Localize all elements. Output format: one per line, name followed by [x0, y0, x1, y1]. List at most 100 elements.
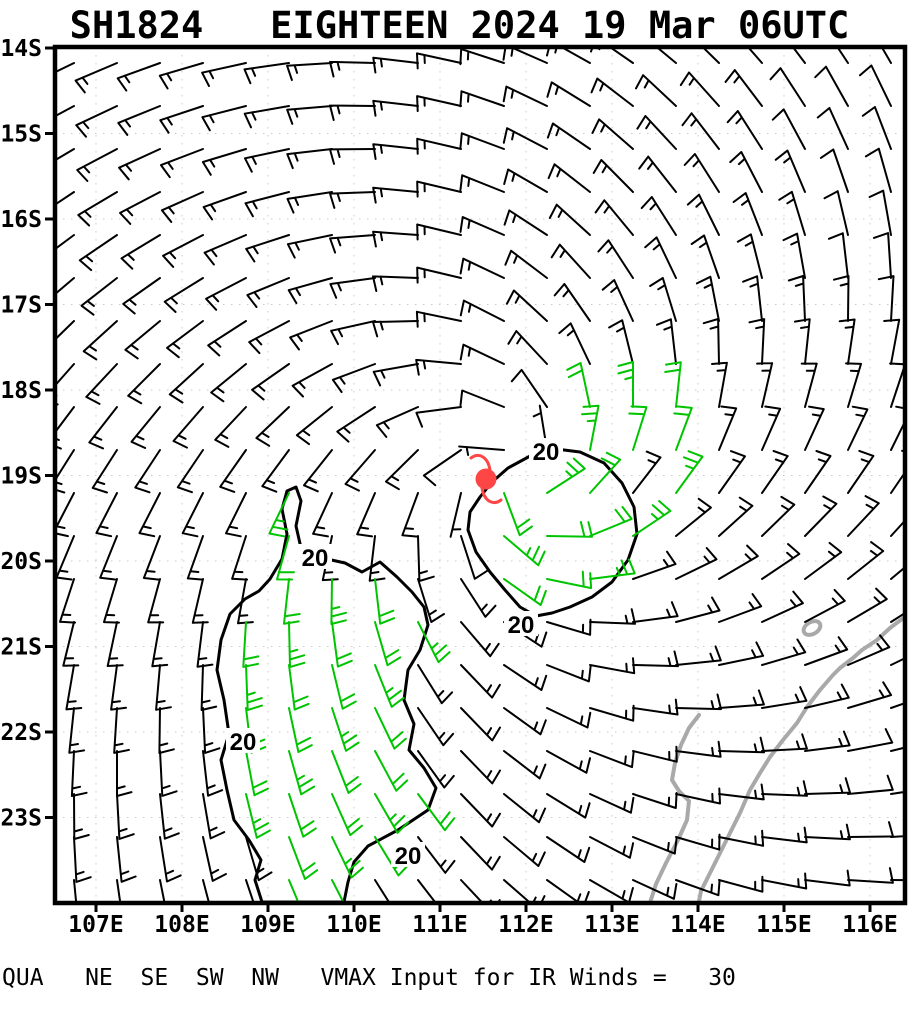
wind-barb	[202, 836, 227, 882]
wind-barb	[847, 495, 880, 537]
lon-tick-label: 115E	[756, 912, 811, 938]
wind-barb	[116, 836, 137, 883]
wind-barb	[372, 143, 419, 160]
wind-barb	[589, 793, 635, 814]
wind-barb	[73, 879, 78, 901]
wind-barb	[761, 405, 782, 451]
wind-barb	[460, 621, 500, 658]
lon-tick-label: 111E	[412, 912, 467, 938]
wind-barb	[303, 449, 333, 493]
wind-barb	[640, 196, 677, 236]
wind-barb	[553, 283, 591, 322]
footer-stats: QUA NE SE SW NW VMAX Input for IR Winds …	[2, 923, 917, 1014]
wind-barb	[159, 793, 180, 840]
wind-barb	[459, 299, 505, 322]
wind-barb	[460, 879, 501, 901]
wind-barb	[422, 449, 462, 487]
wind-barb	[244, 148, 290, 173]
map-content: 20 20 20 20 20	[57, 49, 903, 901]
wind-barb	[116, 750, 133, 797]
wind-barb	[718, 450, 746, 494]
wind-barb	[127, 363, 161, 405]
wind-barb	[417, 535, 435, 582]
wind-barb	[59, 578, 76, 624]
lat-tick-label: 20S	[0, 549, 42, 575]
wind-barb-20kt	[330, 578, 347, 625]
wind-barb	[804, 730, 851, 752]
wind-barb	[95, 492, 118, 538]
contour-label-bg	[391, 842, 425, 867]
wind-barb	[416, 137, 462, 155]
wind-barb	[460, 793, 501, 828]
wind-barb	[372, 56, 419, 74]
chart-title: SH1824 EIGHTEEN 2024 19 Mar 06UTC	[69, 4, 850, 47]
wind-barb-20kt	[331, 793, 363, 837]
wind-barb	[589, 657, 636, 675]
wind-barb	[683, 153, 720, 193]
coastline	[696, 615, 903, 901]
wind-barb	[196, 621, 214, 668]
wind-barb	[160, 191, 204, 223]
wind-barb	[130, 406, 161, 449]
wind-barb-20kt	[503, 535, 546, 567]
wind-barb	[890, 835, 903, 838]
wind-barb	[76, 148, 118, 182]
wind-barb	[287, 277, 333, 305]
wind-barb-20kt	[288, 621, 306, 668]
wind-barb	[546, 750, 591, 774]
wind-barb	[336, 406, 376, 443]
wind-barb	[718, 544, 759, 580]
wind-barb	[761, 686, 808, 709]
wind-barb	[374, 879, 390, 901]
wind-barb	[205, 277, 247, 311]
wind-barb	[847, 774, 894, 795]
wind-barb	[864, 147, 892, 193]
wind-barb	[761, 495, 796, 537]
wind-barb	[449, 492, 462, 538]
wind-barb	[70, 750, 88, 797]
wind-barb	[248, 320, 290, 355]
wind-barb	[116, 62, 161, 92]
wind-barb	[761, 543, 801, 580]
wind-barb	[113, 707, 130, 754]
wind-barb	[286, 234, 333, 259]
wind-barb-20kt	[245, 664, 263, 711]
wind-barb	[594, 199, 634, 236]
wind-barb	[502, 85, 548, 107]
wind-barb	[632, 879, 678, 900]
wind-barb	[504, 249, 548, 279]
wind-barb	[286, 148, 333, 170]
wind-barb	[601, 279, 634, 322]
wind-barb	[756, 362, 774, 408]
wind-barb	[591, 118, 634, 150]
wind-barb-20kt	[664, 361, 682, 408]
wind-barb-20kt	[331, 750, 362, 794]
wind-barb	[291, 363, 333, 398]
wind-barb	[166, 320, 204, 359]
wind-barb	[163, 277, 204, 313]
wind-barb	[638, 155, 677, 193]
wind-barb	[110, 664, 127, 711]
wind-barb	[356, 492, 376, 538]
wind-barb	[459, 90, 505, 108]
wind-barb	[243, 105, 290, 129]
wind-barb-20kt	[331, 879, 344, 901]
wind-barb	[800, 362, 818, 408]
wind-barb-20kt	[546, 521, 593, 538]
wind-barb	[847, 634, 891, 666]
wind-barb	[158, 62, 204, 90]
lon-tick-label: 110E	[326, 912, 381, 938]
wind-barb	[57, 105, 75, 117]
wind-barb	[833, 275, 850, 322]
wind-barb	[201, 148, 247, 176]
wind-barb	[57, 148, 75, 161]
wind-barb	[261, 449, 290, 493]
wind-barb-20kt	[288, 750, 316, 796]
wind-barb	[890, 449, 903, 494]
wind-barb	[57, 363, 75, 406]
wind-barb	[592, 159, 634, 193]
wind-barb	[372, 186, 419, 204]
wind-barb	[636, 115, 677, 150]
wind-barb-20kt	[628, 405, 648, 451]
wind-barb	[793, 318, 811, 365]
